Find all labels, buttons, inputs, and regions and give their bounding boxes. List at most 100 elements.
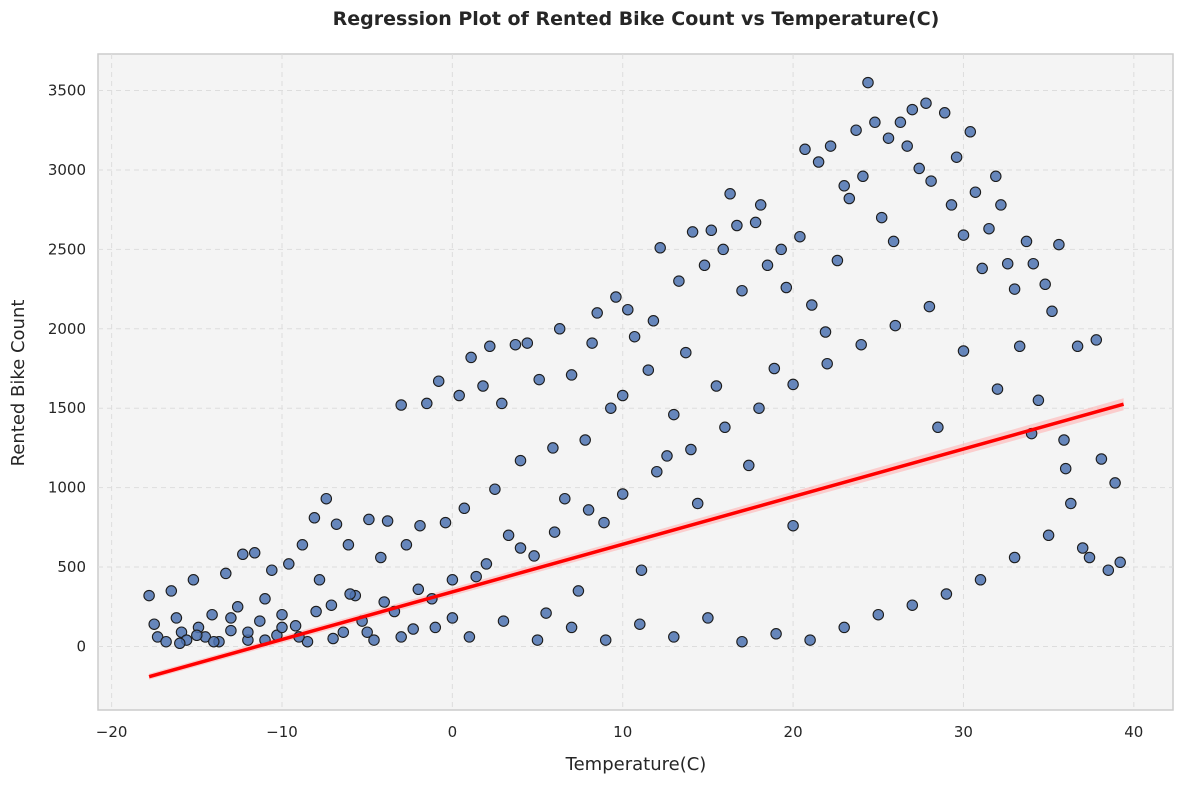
plot-area xyxy=(97,53,1174,711)
scatter-point xyxy=(484,340,496,353)
scatter-point xyxy=(586,337,598,349)
scatter-point xyxy=(925,175,937,187)
scatter-point xyxy=(605,402,617,414)
scatter-point xyxy=(342,539,355,551)
grid-lines xyxy=(98,54,1173,710)
scatter-point xyxy=(395,631,407,643)
scatter-point xyxy=(983,222,995,235)
scatter-point xyxy=(1058,434,1070,446)
scatter-point xyxy=(1114,556,1126,569)
regression-line xyxy=(148,402,1125,679)
scatter-point xyxy=(528,550,540,562)
scatter-point xyxy=(1090,334,1103,346)
scatter-point xyxy=(1065,497,1077,510)
scatter-point xyxy=(806,299,818,311)
scatter-point xyxy=(875,211,888,224)
scatter-point xyxy=(327,632,339,645)
scatter-point xyxy=(731,219,743,232)
scatter-point xyxy=(804,634,816,646)
scatter-point xyxy=(225,624,237,637)
scatter-point xyxy=(736,635,748,648)
scatter-point xyxy=(673,275,685,287)
scatter-point xyxy=(254,615,266,627)
scatter-point xyxy=(938,107,951,119)
scatter-point xyxy=(421,397,433,410)
scatter-point xyxy=(775,243,787,256)
scatter-point xyxy=(719,421,731,434)
scatter-point xyxy=(412,583,425,596)
scatter-point xyxy=(1008,283,1021,295)
scatter-point xyxy=(945,199,958,211)
scatter-point xyxy=(465,351,477,364)
scatter-point xyxy=(368,634,380,646)
scatter-point xyxy=(174,637,186,650)
scatter-point xyxy=(686,226,699,238)
scatter-point xyxy=(533,373,545,386)
scatter-point xyxy=(381,515,394,527)
scatter-point xyxy=(289,620,302,632)
scatter-point xyxy=(143,589,155,602)
scatter-point xyxy=(225,612,237,624)
x-tick-label: −10 xyxy=(266,723,298,741)
scatter-point xyxy=(964,126,977,138)
scatter-point xyxy=(843,192,856,205)
scatter-point xyxy=(582,504,595,516)
scatter-point xyxy=(1046,305,1058,318)
scatter-point xyxy=(1083,551,1096,564)
scatter-point xyxy=(599,634,612,646)
scatter-point xyxy=(1039,278,1051,291)
scatter-point xyxy=(894,116,907,129)
scatter-point xyxy=(175,626,188,638)
scatter-point xyxy=(780,281,793,294)
scatter-point xyxy=(869,116,881,129)
y-tick-label: 3500 xyxy=(48,82,86,100)
scatter-point xyxy=(206,608,218,621)
scatter-point xyxy=(363,513,375,526)
x-tick-label: 10 xyxy=(613,723,632,741)
scatter-point xyxy=(1059,462,1072,475)
regression-line-group xyxy=(148,402,1125,679)
scatter-point xyxy=(276,621,288,634)
scatter-point xyxy=(548,526,561,538)
scatter-point xyxy=(1013,340,1026,353)
scatter-point xyxy=(579,434,591,446)
scatter-point xyxy=(691,497,704,510)
scatter-point xyxy=(906,103,919,116)
scatter-point xyxy=(521,337,534,349)
scatter-point xyxy=(496,397,508,410)
scatter-point xyxy=(976,262,988,275)
scatter-point xyxy=(698,259,711,272)
scatter-point xyxy=(148,618,160,630)
data-points xyxy=(143,76,1126,650)
scatter-point xyxy=(432,375,445,387)
scatter-point xyxy=(831,254,844,267)
scatter-point xyxy=(761,259,774,272)
scatter-point xyxy=(616,389,629,402)
scatter-point xyxy=(768,362,781,375)
scatter-point xyxy=(266,564,278,576)
x-tick-label: 20 xyxy=(784,723,803,741)
scatter-point xyxy=(191,629,203,642)
scatter-point xyxy=(308,512,321,524)
scatter-point xyxy=(1027,257,1040,270)
scatter-point xyxy=(1076,542,1089,554)
scatter-point xyxy=(710,380,723,392)
scatter-point xyxy=(313,574,326,586)
scatter-point xyxy=(248,547,261,559)
scatter-point xyxy=(901,140,913,152)
scatter-point xyxy=(489,483,501,495)
scatter-point xyxy=(812,156,825,168)
scatter-point xyxy=(565,621,578,634)
scatter-point xyxy=(838,180,850,192)
scatter-point xyxy=(540,607,552,619)
scatter-point xyxy=(794,230,806,243)
x-tick-label: −20 xyxy=(96,723,128,741)
scatter-point xyxy=(634,618,646,630)
scatter-point xyxy=(547,442,559,454)
scatter-point xyxy=(940,588,953,600)
scatter-point xyxy=(407,623,419,635)
scatter-point xyxy=(850,124,862,136)
scatter-point xyxy=(1001,257,1014,270)
scatter-point xyxy=(932,421,944,434)
